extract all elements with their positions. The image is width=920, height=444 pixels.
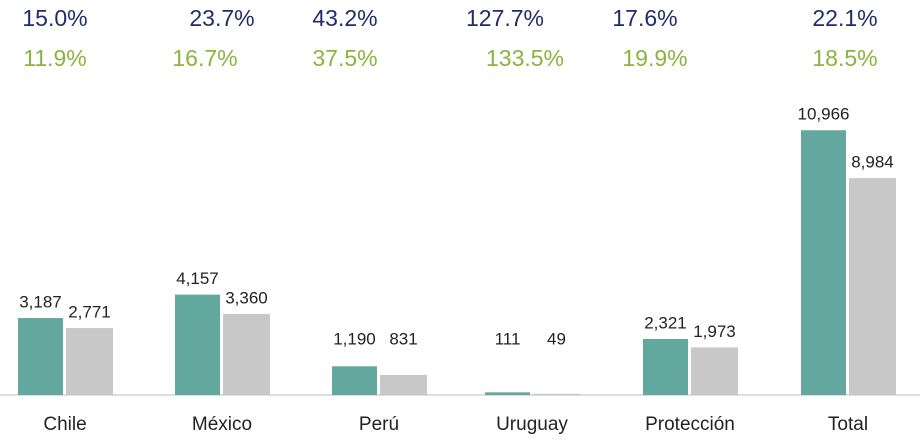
value-label: 111 bbox=[495, 329, 521, 348]
bar bbox=[691, 347, 738, 395]
x-tick-label: México bbox=[192, 414, 252, 435]
bar bbox=[66, 328, 113, 395]
annotation: 22.1% bbox=[812, 5, 877, 31]
bar bbox=[801, 130, 846, 395]
annotation: 16.7% bbox=[172, 45, 237, 71]
annotation: 18.5% bbox=[812, 45, 877, 71]
x-tick-label: Uruguay bbox=[496, 414, 568, 435]
value-label: 8,984 bbox=[851, 153, 894, 172]
bar bbox=[643, 338, 688, 395]
value-label: 1,190 bbox=[333, 329, 376, 348]
bar bbox=[18, 318, 63, 395]
annotation: 19.9% bbox=[622, 45, 687, 71]
bar bbox=[485, 392, 530, 395]
bar bbox=[175, 294, 220, 395]
value-label: 4,157 bbox=[176, 269, 219, 288]
annotation: 37.5% bbox=[312, 45, 377, 71]
value-label: 2,771 bbox=[68, 303, 111, 322]
bar bbox=[223, 313, 270, 395]
annotation: 17.6% bbox=[612, 5, 677, 31]
bar bbox=[332, 366, 377, 395]
annotation: 15.0% bbox=[22, 5, 87, 31]
value-label: 3,360 bbox=[225, 288, 268, 307]
value-label: 3,187 bbox=[19, 293, 62, 312]
x-tick-label: Chile bbox=[43, 414, 86, 435]
x-tick-label: Protección bbox=[645, 414, 735, 435]
value-label: 10,966 bbox=[798, 105, 850, 124]
bar bbox=[380, 374, 427, 395]
value-label: 831 bbox=[389, 329, 417, 348]
bar bbox=[533, 393, 580, 395]
value-label: 1,973 bbox=[693, 322, 736, 341]
value-label: 49 bbox=[547, 329, 566, 348]
bar bbox=[849, 178, 896, 395]
annotation: 11.9% bbox=[23, 45, 87, 71]
annotation: 23.7% bbox=[189, 5, 254, 31]
x-tick-label: Total bbox=[828, 414, 868, 435]
x-tick-label: Perú bbox=[359, 414, 399, 435]
annotation: 43.2% bbox=[312, 5, 377, 31]
annotation: 127.7% bbox=[466, 5, 544, 31]
annotation: 133.5% bbox=[486, 45, 564, 71]
value-label: 2,321 bbox=[644, 313, 687, 332]
